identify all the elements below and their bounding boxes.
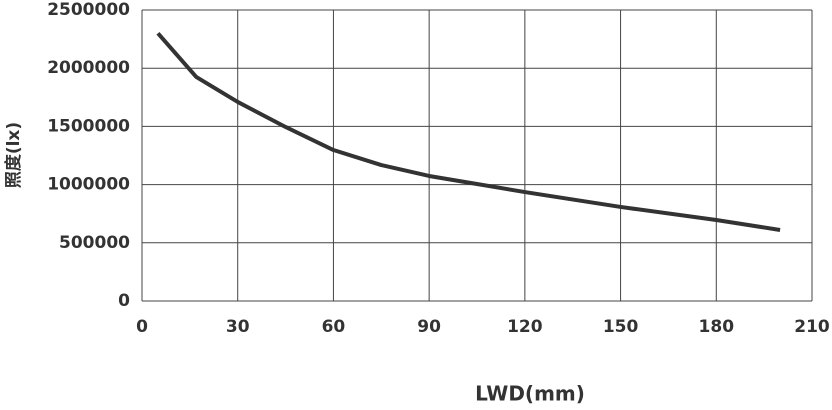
x-tick-label: 90 (417, 317, 441, 337)
x-axis-label: LWD(mm) (475, 382, 585, 406)
x-tick-label: 60 (322, 317, 346, 337)
x-tick-label: 180 (699, 317, 735, 337)
x-tick-label: 30 (226, 317, 250, 337)
x-tick-label: 210 (794, 317, 830, 337)
y-tick-label: 1000000 (47, 175, 130, 195)
y-tick-label: 1500000 (47, 116, 130, 136)
y-tick-label: 0 (118, 291, 130, 311)
x-tick-label: 120 (507, 317, 543, 337)
x-tick-label: 0 (136, 317, 148, 337)
data-line (156, 31, 781, 232)
y-tick-label: 2000000 (47, 58, 130, 78)
y-tick-label: 2500000 (47, 0, 130, 20)
y-tick-label: 500000 (59, 233, 130, 253)
y-axis-label: 照度(lx) (3, 122, 24, 188)
x-tick-label: 150 (603, 317, 639, 337)
